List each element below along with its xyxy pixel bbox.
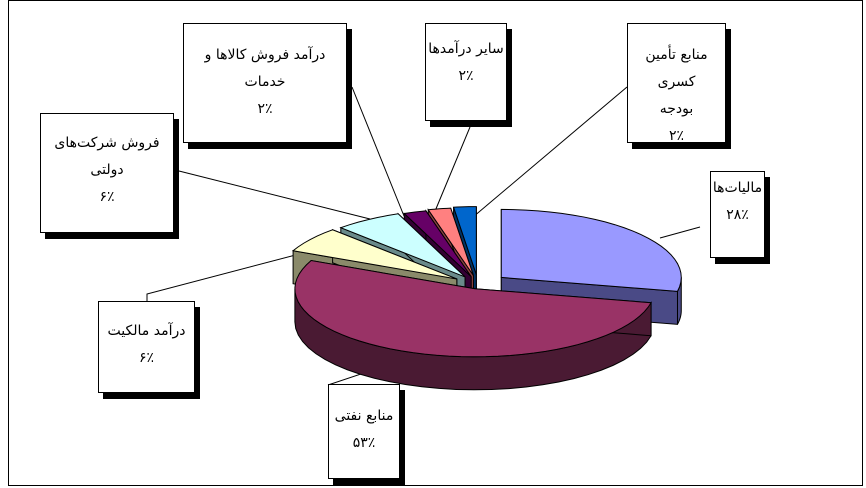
leader-line-companies — [178, 170, 371, 220]
label-state-companies-value: ۶٪ — [99, 189, 115, 205]
label-goods-services: درآمد فروش کالاها و خدمات ۲٪ — [183, 23, 347, 143]
leader-line-goods — [351, 86, 405, 217]
leader-line-other — [432, 126, 471, 217]
pie-tops — [291, 206, 682, 358]
label-property-income: درآمد مالکیت ۶٪ — [98, 301, 195, 393]
pie-slice-5 — [427, 207, 474, 276]
leader-line-budget — [459, 86, 628, 229]
label-taxes-value: ۲۸٪ — [726, 207, 749, 223]
label-oil-resources-name: منابع نفتی — [334, 408, 394, 424]
label-state-companies: فروش شرکت‌های دولتی ۶٪ — [40, 113, 174, 233]
label-other-revenue-name: سایر درآمدها — [428, 41, 504, 57]
label-state-companies-name-1: فروش شرکت‌های — [54, 135, 160, 151]
label-other-revenue: سایر درآمدها ۲٪ — [425, 23, 507, 121]
label-budget-deficit-name-1: منابع تأمین کسری — [645, 47, 708, 90]
chart-frame — [8, 0, 863, 486]
label-goods-services-name-2: خدمات — [244, 74, 286, 90]
label-taxes-name: مالیات‌ها — [712, 180, 763, 196]
leader-line-taxes — [659, 226, 701, 239]
label-budget-deficit: منابع تأمین کسری بودجه ۲٪ — [627, 23, 726, 144]
label-oil-resources-value: ۵۳٪ — [352, 435, 376, 451]
pie-slice-3 — [339, 213, 466, 278]
label-oil-resources: منابع نفتی ۵۳٪ — [328, 384, 400, 479]
pie-slice-2 — [291, 229, 458, 280]
pie-slice-6 — [452, 206, 477, 275]
label-state-companies-name-2: دولتی — [90, 162, 124, 178]
label-property-income-name: درآمد مالکیت — [107, 323, 186, 339]
pie-slice-0 — [500, 208, 682, 292]
pie-slice-1 — [294, 260, 652, 358]
label-budget-deficit-value: ۲٪ — [668, 128, 685, 144]
label-goods-services-value: ۲٪ — [257, 101, 273, 117]
label-goods-services-name-1: درآمد فروش کالاها و — [204, 47, 326, 63]
label-budget-deficit-name-2: بودجه — [659, 101, 694, 117]
label-other-revenue-value: ۲٪ — [458, 68, 474, 84]
pie-slice-4 — [403, 210, 472, 278]
label-property-income-value: ۶٪ — [138, 350, 155, 366]
label-taxes: مالیات‌ها ۲۸٪ — [710, 171, 765, 258]
